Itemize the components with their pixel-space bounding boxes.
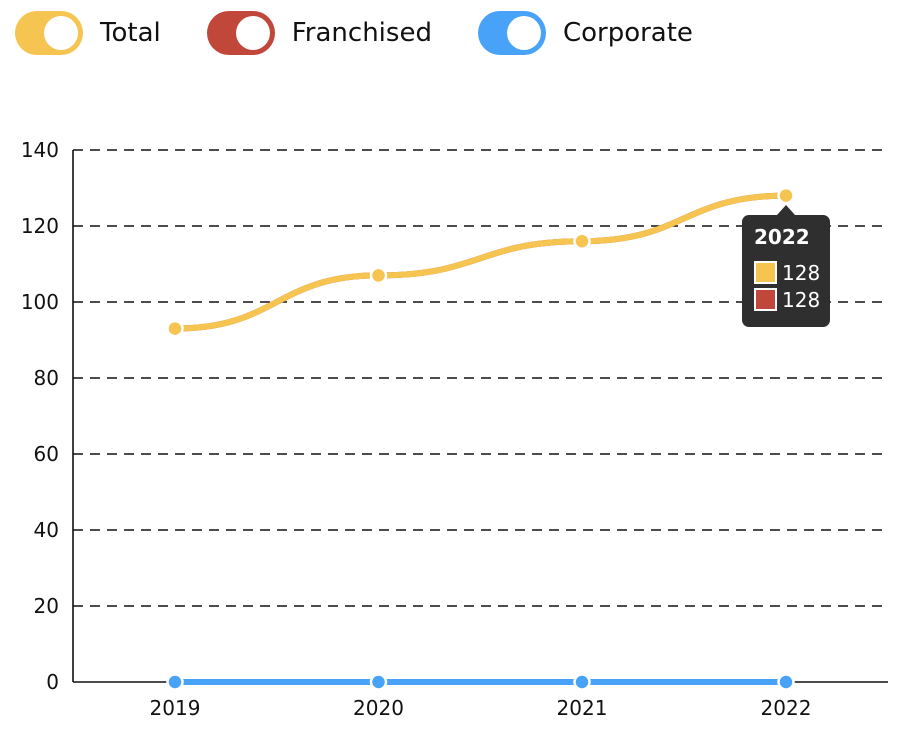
- data-point-corporate-2022: [777, 673, 795, 691]
- chart-legend: Total Franchised Corporate: [15, 10, 739, 56]
- data-point-corporate-2020: [369, 673, 388, 691]
- legend-toggle-total[interactable]: [15, 11, 83, 55]
- legend-label-total: Total: [100, 18, 161, 48]
- data-point-total-2021: [573, 232, 591, 250]
- y-tick-label-140: 140: [21, 138, 59, 162]
- tooltip-value-1: 128: [782, 288, 820, 312]
- tooltip-swatch-0: [754, 261, 777, 284]
- series-line-total: [172, 192, 789, 332]
- y-tick-label-60: 60: [34, 442, 59, 466]
- x-tick-label-2021: 2021: [557, 696, 608, 720]
- x-tick-label-2019: 2019: [150, 696, 201, 720]
- tooltip-value-0: 128: [782, 261, 820, 285]
- legend-item-franchised[interactable]: Franchised: [206, 11, 432, 55]
- legend-toggle-corporate[interactable]: [477, 11, 546, 55]
- y-tick-label-80: 80: [34, 366, 59, 390]
- data-point-total-2022: [777, 186, 795, 205]
- y-tick-label-40: 40: [34, 518, 59, 542]
- tooltip-swatch-1: [754, 288, 777, 311]
- data-point-total-2020: [369, 266, 388, 285]
- legend-label-corporate: Corporate: [562, 18, 693, 48]
- legend-toggle-franchised[interactable]: [206, 11, 275, 55]
- tooltip-pointer: [777, 205, 795, 215]
- x-tick-label-2020: 2020: [353, 696, 404, 720]
- y-tick-label-0: 0: [46, 670, 59, 694]
- legend-item-total[interactable]: Total: [15, 11, 161, 55]
- legend-item-corporate[interactable]: Corporate: [477, 11, 693, 55]
- data-point-corporate-2019: [166, 673, 184, 691]
- data-point-corporate-2021: [573, 673, 591, 691]
- tooltip-title: 2022: [754, 225, 810, 249]
- x-tick-label-2022: 2022: [761, 696, 812, 720]
- data-point-total-2019: [166, 319, 184, 338]
- y-tick-label-20: 20: [34, 594, 59, 618]
- y-tick-label-120: 120: [21, 214, 59, 238]
- legend-label-franchised: Franchised: [291, 18, 432, 48]
- y-tick-label-100: 100: [21, 290, 59, 314]
